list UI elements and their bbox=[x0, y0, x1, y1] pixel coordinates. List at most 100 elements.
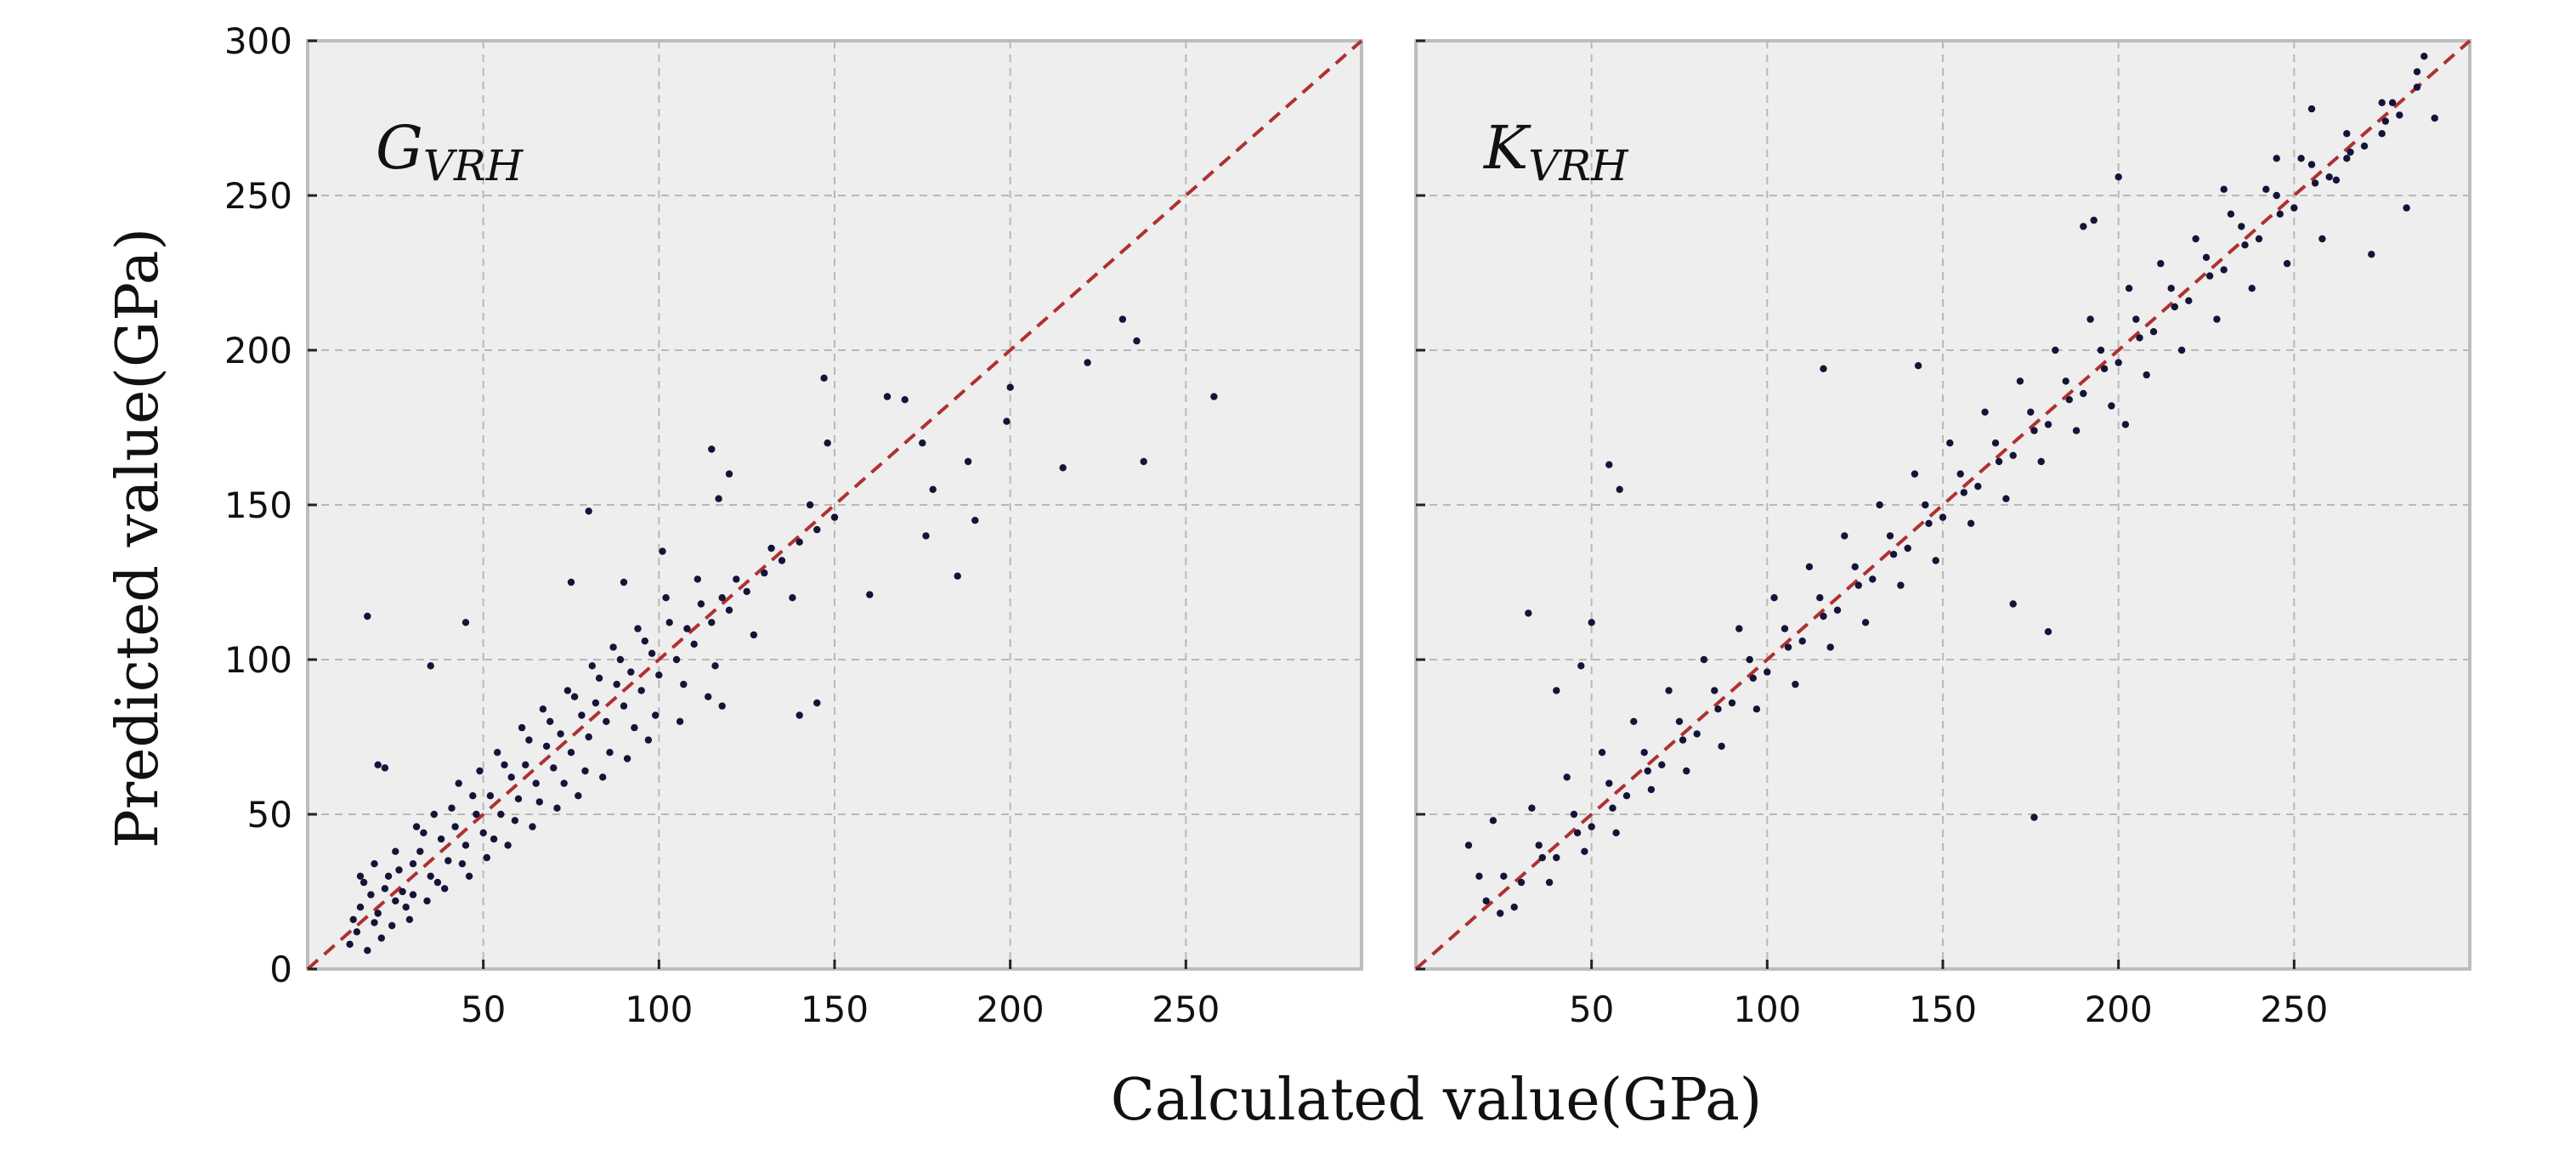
data-point bbox=[1851, 563, 1859, 570]
data-point bbox=[609, 643, 617, 651]
data-point bbox=[1616, 485, 1623, 493]
data-point bbox=[662, 594, 670, 602]
data-point bbox=[2213, 315, 2221, 323]
data-point bbox=[563, 687, 572, 694]
data-point bbox=[575, 792, 582, 800]
data-point bbox=[479, 829, 487, 836]
data-point bbox=[1711, 687, 1718, 694]
panel-k-vrh: 50 100 150 200 250 KVRH bbox=[1414, 39, 2471, 1030]
y-axis-title: Predicted value(GPa) bbox=[105, 228, 172, 848]
data-point bbox=[553, 804, 561, 812]
data-point bbox=[1510, 904, 1518, 911]
data-point bbox=[672, 655, 681, 664]
data-point bbox=[1886, 532, 1894, 540]
data-point bbox=[2413, 68, 2421, 76]
data-point bbox=[637, 687, 645, 694]
data-point bbox=[2388, 99, 2397, 107]
data-point bbox=[2100, 365, 2109, 372]
data-point bbox=[546, 717, 554, 725]
data-point bbox=[374, 910, 382, 917]
data-point bbox=[1700, 655, 1708, 664]
data-point bbox=[1820, 365, 1827, 372]
data-point bbox=[795, 538, 803, 546]
panel-label-main: K bbox=[1482, 113, 1531, 183]
x-tick-label: 250 bbox=[1152, 989, 1220, 1030]
x-tick-label: 50 bbox=[461, 989, 506, 1030]
data-point bbox=[599, 774, 607, 781]
data-point bbox=[1118, 315, 1127, 323]
data-point bbox=[1781, 625, 1789, 632]
data-point bbox=[2227, 210, 2235, 218]
data-point bbox=[2016, 377, 2024, 385]
data-point bbox=[2115, 173, 2122, 181]
data-point bbox=[2136, 334, 2143, 342]
x-axis-title: Calculated value(GPa) bbox=[1111, 1067, 1763, 1134]
data-point bbox=[1006, 383, 1014, 391]
data-point bbox=[1939, 513, 1947, 521]
data-point bbox=[2044, 628, 2052, 636]
data-point bbox=[1714, 706, 1722, 713]
data-point bbox=[2167, 285, 2175, 292]
data-point bbox=[2255, 235, 2263, 243]
data-point bbox=[2360, 142, 2369, 150]
data-point bbox=[1805, 563, 1814, 570]
data-point bbox=[1826, 643, 1834, 651]
data-point bbox=[820, 374, 828, 382]
data-point bbox=[2378, 130, 2386, 138]
data-point bbox=[1995, 457, 2003, 466]
data-point bbox=[694, 575, 701, 583]
data-point bbox=[1609, 804, 1616, 812]
data-point bbox=[1876, 501, 1883, 509]
data-point bbox=[550, 764, 558, 772]
data-point bbox=[1967, 519, 1975, 527]
data-point bbox=[1798, 638, 1806, 645]
data-point bbox=[529, 823, 536, 830]
data-point bbox=[2307, 105, 2316, 113]
data-point bbox=[1475, 872, 1483, 881]
data-point bbox=[532, 779, 540, 787]
x-tick-label: 100 bbox=[1733, 989, 1801, 1030]
data-point bbox=[441, 885, 449, 892]
data-point bbox=[433, 878, 442, 887]
data-point bbox=[813, 699, 821, 707]
data-point bbox=[690, 640, 698, 648]
data-point bbox=[1925, 519, 1933, 527]
data-point bbox=[1869, 575, 1877, 583]
y-tick-label: 250 bbox=[224, 175, 292, 217]
data-point bbox=[2086, 315, 2094, 323]
data-point bbox=[2009, 451, 2017, 459]
data-point bbox=[567, 749, 575, 756]
data-point bbox=[374, 761, 382, 768]
data-point bbox=[1003, 417, 1011, 425]
y-tick-label: 0 bbox=[269, 949, 292, 990]
data-point bbox=[606, 749, 614, 756]
data-point bbox=[1084, 359, 1091, 366]
data-point bbox=[1956, 470, 1964, 478]
data-point bbox=[1665, 687, 1673, 694]
data-point bbox=[2121, 421, 2130, 428]
data-point bbox=[360, 878, 368, 887]
data-point bbox=[2030, 427, 2038, 434]
data-point bbox=[349, 915, 357, 924]
panel-label: KVRH bbox=[1482, 113, 1629, 190]
data-point bbox=[750, 631, 758, 639]
data-point bbox=[1914, 362, 1922, 370]
data-point bbox=[2343, 130, 2351, 138]
data-point bbox=[1897, 581, 1905, 589]
data-point bbox=[1640, 749, 1648, 756]
data-point bbox=[2273, 191, 2280, 200]
data-point bbox=[371, 919, 378, 926]
data-point bbox=[1960, 489, 1967, 496]
data-point bbox=[697, 600, 705, 608]
data-point bbox=[2062, 377, 2069, 385]
data-point bbox=[795, 711, 803, 719]
data-point bbox=[634, 625, 642, 632]
data-point bbox=[725, 470, 733, 478]
data-point bbox=[2090, 216, 2098, 224]
data-point bbox=[1932, 557, 1939, 564]
data-point bbox=[578, 711, 586, 719]
data-point bbox=[2343, 155, 2351, 162]
data-point bbox=[1573, 829, 1582, 836]
data-point bbox=[1210, 393, 1218, 400]
data-point bbox=[430, 810, 438, 819]
